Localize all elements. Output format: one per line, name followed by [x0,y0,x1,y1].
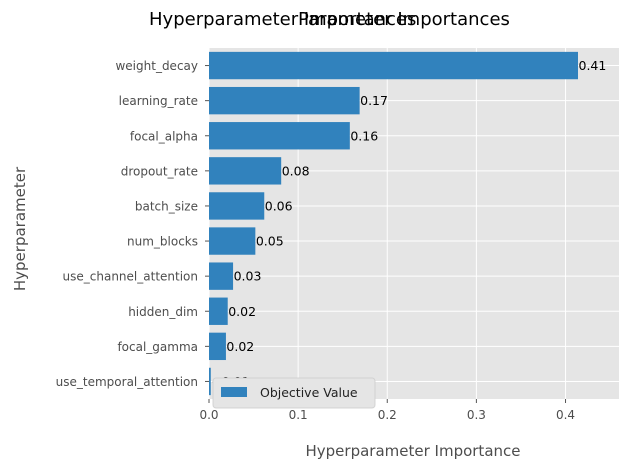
bar-num_blocks [209,227,256,255]
y-tick-weight_decay: weight_decay [115,59,198,73]
chart-title-overlay: Parameter Importances [298,9,510,30]
data-label-use_channel_attention: 0.03 [234,269,262,284]
x-tick-0.2: 0.2 [378,408,397,422]
data-label-dropout_rate: 0.08 [282,163,310,178]
bar-focal_alpha [209,122,350,150]
y-tick-use_temporal_attention: use_temporal_attention [56,375,198,389]
legend: Objective Value [212,377,376,409]
y-tick-dropout_rate: dropout_rate [121,164,198,178]
bar-learning_rate [209,86,360,115]
y-axis-label: Hyperparameter [11,166,29,291]
bar-weight_decay [209,51,578,80]
data-label-hidden_dim: 0.02 [228,304,256,319]
x-tick-0.4: 0.4 [556,408,575,422]
legend-label: Objective Value [260,385,358,400]
bar-dropout_rate [209,157,282,185]
legend-swatch [221,387,247,397]
bar-use_temporal_attention [209,367,211,396]
x-tick-0.3: 0.3 [467,408,486,422]
y-tick-focal_alpha: focal_alpha [130,129,198,143]
x-tick-0.0: 0.0 [199,408,218,422]
bar-hidden_dim [209,297,228,325]
y-tick-num_blocks: num_blocks [127,235,198,249]
y-tick-batch_size: batch_size [135,199,198,213]
y-tick-hidden_dim: hidden_dim [128,305,198,319]
bar-batch_size [209,192,265,220]
x-tick-labels: 0.0 0.1 0.2 0.3 0.4 [199,399,575,422]
x-tick-0.1: 0.1 [289,408,308,422]
bar-use_channel_attention [209,262,234,290]
data-label-focal_gamma: 0.02 [226,339,254,354]
data-label-num_blocks: 0.05 [256,234,284,249]
data-label-weight_decay: 0.41 [579,58,607,73]
data-label-focal_alpha: 0.16 [350,128,378,143]
y-tick-labels: weight_decay learning_rate focal_alphadrop… [56,59,209,389]
x-axis-label: Hyperparameter Importance [306,442,521,460]
y-tick-use_channel_attention: use_channel_attention [63,270,198,284]
bar-focal_gamma [209,332,226,361]
y-tick-learning_rate: learning_rate [119,94,198,108]
y-tick-focal_gamma: focal_gamma [117,340,198,354]
chart-title: Hyperparameter Importances [149,9,416,30]
legend-frame [212,377,376,409]
bars-group [209,51,578,396]
data-label-learning_rate: 0.17 [360,93,388,108]
data-label-batch_size: 0.06 [265,198,293,213]
